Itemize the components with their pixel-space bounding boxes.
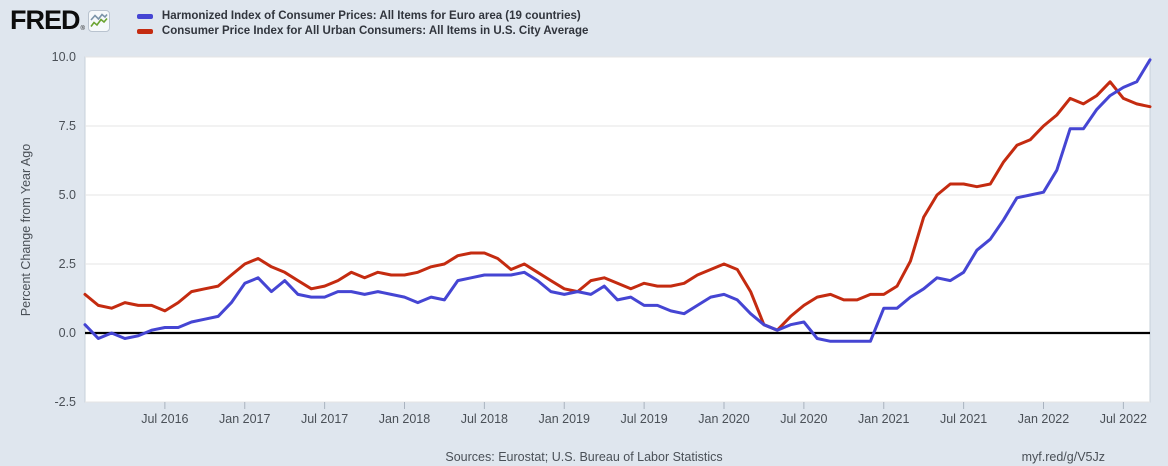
fred-logo-registered-mark: ® [80, 26, 85, 32]
series-line-euro-area-hicp[interactable] [83, 58, 1152, 343]
x-tick-label: Jul 2020 [780, 412, 827, 426]
sources-text: Sources: Eurostat; U.S. Bureau of Labor … [445, 450, 723, 464]
x-tick-label: Jan 2022 [1018, 412, 1069, 426]
x-tick-label: Jan 2018 [379, 412, 430, 426]
x-tick-label: Jan 2017 [219, 412, 270, 426]
fred-logo[interactable]: FRED ® [10, 5, 110, 35]
y-tick-label: 0.0 [59, 326, 76, 340]
share-link[interactable]: myf.red/g/V5Jz [1021, 450, 1105, 464]
x-tick-label: Jul 2016 [141, 412, 188, 426]
x-tick-label: Jan 2019 [539, 412, 590, 426]
legend-swatch-us-cpi-icon [136, 29, 153, 34]
series-line-us-cpi[interactable] [83, 80, 1152, 332]
x-tick-label: Jan 2020 [698, 412, 749, 426]
x-tick-label: Jan 2021 [858, 412, 909, 426]
legend-swatch-euro-area-icon [136, 14, 153, 19]
y-tick-label: -2.5 [54, 395, 76, 409]
plot-area[interactable] [84, 56, 1151, 403]
y-tick-label: 10.0 [52, 50, 76, 64]
y-tick-label: 5.0 [59, 188, 76, 202]
x-tick-label: Jul 2021 [940, 412, 987, 426]
fred-sparkline-icon [87, 10, 110, 32]
chart-header: FRED ® Harmonized Index of Consumer Pric… [10, 7, 588, 39]
legend-label-euro-area: Harmonized Index of Consumer Prices: All… [161, 10, 581, 22]
x-tick-label: Jul 2017 [301, 412, 348, 426]
y-axis-title: Percent Change from Year Ago [19, 143, 33, 317]
legend-label-us-cpi: Consumer Price Index for All Urban Consu… [161, 25, 589, 37]
x-tick-label: Jul 2019 [620, 412, 667, 426]
x-tick-label: Jul 2018 [461, 412, 508, 426]
fred-logo-text: FRED [10, 5, 80, 35]
x-tick-label: Jul 2022 [1100, 412, 1147, 426]
legend-item-us-cpi: Consumer Price Index for All Urban Consu… [136, 24, 589, 39]
y-tick-label: 2.5 [59, 257, 76, 271]
legend-item-euro-area: Harmonized Index of Consumer Prices: All… [136, 9, 588, 24]
chart-legend: Harmonized Index of Consumer Prices: All… [136, 7, 589, 39]
y-tick-label: 7.5 [59, 119, 76, 133]
